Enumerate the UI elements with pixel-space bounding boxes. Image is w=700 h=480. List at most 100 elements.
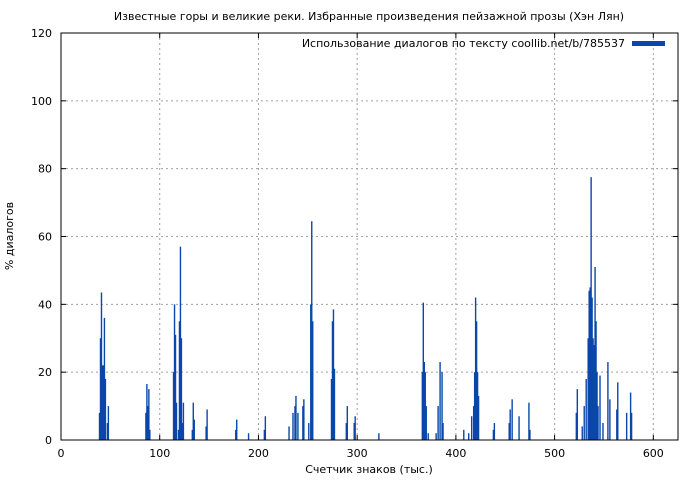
y-tick-label: 100 [31, 95, 52, 108]
data-bar [175, 402, 178, 440]
data-bar [617, 382, 619, 440]
x-tick-label: 500 [544, 447, 565, 460]
data-bar [264, 416, 267, 440]
data-bar [470, 416, 473, 440]
data-bar [602, 423, 604, 440]
data-bar [607, 361, 609, 440]
data-bar [101, 365, 104, 440]
bar-series [98, 177, 633, 441]
y-tick-label: 40 [38, 298, 52, 311]
x-tick-label: 0 [58, 447, 65, 460]
data-bar [588, 290, 590, 440]
data-bar [421, 372, 424, 440]
data-bar [625, 412, 628, 440]
data-bar [103, 317, 106, 440]
data-bar [583, 406, 585, 440]
data-bar [263, 429, 266, 440]
data-bar [599, 375, 601, 440]
data-bar [511, 399, 513, 440]
data-bar [378, 433, 380, 440]
data-bar [354, 416, 356, 440]
data-bar [477, 395, 480, 440]
data-bar [288, 426, 290, 440]
data-bar [529, 429, 531, 440]
data-bar [423, 361, 425, 440]
plot-frame [60, 32, 679, 441]
legend: Использование диалогов по тексту coollib… [302, 37, 665, 50]
data-bar [593, 345, 595, 440]
data-bar [303, 399, 305, 440]
data-bar [310, 304, 312, 440]
data-bar [435, 433, 437, 440]
data-bar [476, 372, 479, 440]
data-bar [294, 406, 296, 440]
y-tick-label: 120 [31, 27, 52, 40]
data-bar [107, 406, 110, 440]
data-bar [492, 429, 495, 440]
data-bar [474, 297, 477, 440]
data-bar [441, 372, 443, 440]
data-bar [172, 372, 175, 440]
data-bar [589, 287, 591, 440]
x-tick-label: 300 [347, 447, 368, 460]
data-bar [630, 412, 633, 440]
data-bar [100, 292, 103, 440]
y-tick-label: 80 [38, 163, 52, 176]
data-bar [353, 423, 355, 440]
y-axis-ticks: 0 20 40 60 80 100 120 [31, 27, 678, 447]
data-bar [308, 423, 310, 440]
data-bar [181, 423, 184, 440]
y-tick-label: 60 [38, 231, 52, 244]
data-bar [331, 321, 334, 440]
data-bar [590, 177, 592, 441]
data-bar [182, 402, 185, 440]
data-bar [106, 423, 109, 440]
data-bar [149, 429, 151, 440]
data-bar [311, 221, 313, 440]
data-bar [330, 378, 333, 440]
data-bar [422, 302, 425, 440]
data-bar [576, 389, 579, 440]
data-bar [581, 426, 583, 440]
data-bar [104, 378, 107, 440]
data-bar [173, 304, 176, 440]
data-bar [437, 406, 439, 440]
data-bar [302, 406, 304, 440]
data-bar [597, 406, 599, 440]
data-bar [468, 433, 470, 440]
data-bar [472, 406, 475, 440]
data-bar [146, 384, 148, 440]
x-tick-label: 200 [248, 447, 269, 460]
data-bar [463, 429, 465, 440]
data-bar [594, 267, 596, 440]
data-bar [297, 412, 299, 440]
data-bar [575, 412, 578, 440]
data-bar [591, 297, 593, 440]
x-tick-label: 600 [643, 447, 664, 460]
data-bar [332, 309, 335, 440]
data-bar [205, 426, 207, 440]
data-bar [442, 423, 444, 440]
data-bar [596, 372, 598, 440]
data-bar [178, 321, 181, 440]
data-bar [609, 399, 611, 440]
data-bar [174, 334, 177, 440]
data-bar [587, 338, 589, 440]
data-bar [528, 402, 530, 440]
data-bar [247, 433, 250, 440]
data-bar [427, 433, 429, 440]
data-bar [346, 406, 348, 440]
data-bar [235, 429, 237, 440]
data-bar [629, 392, 632, 440]
data-bar [295, 395, 297, 440]
data-bar [193, 419, 195, 440]
data-bar [473, 372, 476, 440]
x-axis-ticks: 0 100 200 300 400 500 600 [58, 33, 664, 460]
data-bar [99, 338, 102, 440]
data-bar [493, 423, 496, 440]
data-bar [425, 406, 427, 440]
data-bar [424, 372, 426, 440]
data-bar [509, 409, 511, 440]
data-bar [102, 365, 105, 440]
